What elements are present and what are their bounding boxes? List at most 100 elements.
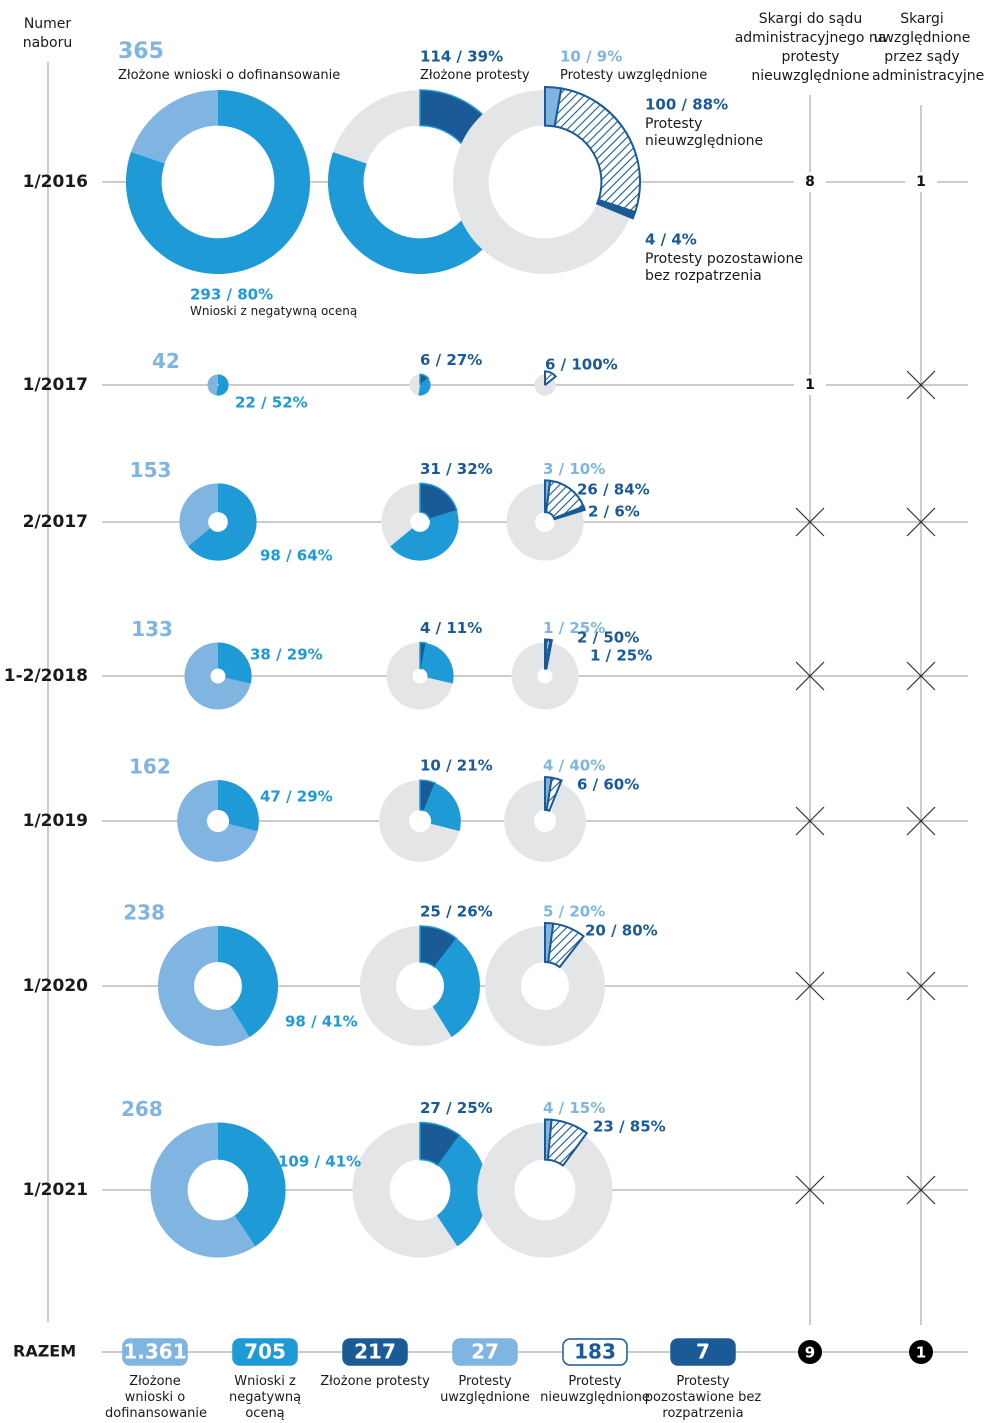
applications-value: 42 bbox=[152, 349, 180, 373]
accepted-label: 4 / 15% bbox=[543, 1099, 605, 1117]
total-box bbox=[342, 1338, 408, 1366]
rejected-label: 23 / 85% bbox=[593, 1118, 666, 1136]
row-label: 1/2017 bbox=[23, 375, 88, 395]
protests-label: 4 / 11% bbox=[420, 619, 482, 637]
row-label: 2/2017 bbox=[23, 512, 88, 532]
total-value: 183 bbox=[574, 1340, 616, 1364]
negative-label: 293 / 80% bbox=[190, 286, 273, 304]
row-label: 1/2019 bbox=[23, 811, 88, 831]
accepted-label: 4 / 40% bbox=[543, 757, 605, 775]
donut-protests bbox=[419, 1121, 462, 1167]
no-data-cross bbox=[795, 971, 825, 1001]
row-label: 1/2021 bbox=[23, 1180, 88, 1200]
no-data-cross bbox=[795, 661, 825, 691]
accepted-label: 10 / 9% bbox=[560, 48, 622, 66]
total-value: 7 bbox=[696, 1340, 710, 1364]
donut-negative bbox=[420, 642, 454, 684]
no-data-cross bbox=[906, 971, 936, 1001]
applications-value: 162 bbox=[129, 755, 171, 779]
row-header: Numer naboru bbox=[22, 16, 73, 51]
value-bg bbox=[905, 172, 937, 192]
protests-label: 10 / 21% bbox=[420, 757, 493, 775]
total-value: 1.361 bbox=[123, 1340, 186, 1364]
row-label: 1/2020 bbox=[23, 976, 89, 996]
negative-label: 98 / 64% bbox=[260, 547, 333, 565]
rejected-label: 6 / 60% bbox=[577, 776, 639, 794]
applications-value: 238 bbox=[123, 901, 165, 925]
donut-total bbox=[504, 780, 586, 862]
no-data-cross bbox=[906, 370, 936, 400]
rejected-label: 20 / 80% bbox=[585, 922, 658, 940]
total-description: Złożone protesty bbox=[320, 1374, 430, 1389]
protests-label: 25 / 26% bbox=[420, 903, 493, 921]
accepted-label: 5 / 20% bbox=[543, 903, 605, 921]
total-box bbox=[232, 1338, 298, 1366]
applications-value: 365 bbox=[118, 39, 164, 64]
rejected-label: 6 / 100% bbox=[545, 356, 618, 374]
protests-label: 31 / 32% bbox=[420, 460, 493, 478]
negative-label: 47 / 29% bbox=[260, 788, 333, 806]
total-description: Wnioski z negatywną oceną bbox=[228, 1374, 302, 1421]
left-label: 2 / 6% bbox=[588, 503, 640, 521]
left-label: 1 / 25% bbox=[590, 647, 652, 665]
donut-total bbox=[484, 926, 606, 1046]
donut-rejected bbox=[546, 1118, 589, 1167]
total-badge bbox=[798, 1340, 822, 1364]
value-bg bbox=[794, 375, 826, 395]
total-description: Protesty pozostawione bez rozpatrzenia bbox=[644, 1374, 762, 1421]
donut-negative bbox=[218, 780, 259, 832]
donut-left bbox=[595, 198, 637, 220]
no-data-cross bbox=[795, 507, 825, 537]
row-label: 1/2016 bbox=[23, 172, 88, 192]
description: Protesty uwzględnione bbox=[560, 68, 708, 83]
left-label: 4 / 4% bbox=[645, 231, 697, 249]
donut-rejected bbox=[545, 776, 563, 813]
upheld-value: 1 bbox=[916, 174, 926, 190]
donut-total bbox=[511, 642, 579, 710]
donut-protests bbox=[419, 373, 430, 386]
total-box bbox=[452, 1338, 518, 1366]
description: Protesty pozostawione bez rozpatrzenia bbox=[645, 251, 803, 284]
donut-left bbox=[544, 638, 554, 670]
no-data-cross bbox=[906, 661, 936, 691]
donut-rejected bbox=[544, 370, 558, 386]
donut-negative bbox=[188, 483, 257, 561]
donut-left bbox=[552, 505, 586, 521]
applications-value: 268 bbox=[121, 1097, 163, 1121]
total-box bbox=[122, 1338, 188, 1366]
donut-total bbox=[477, 1122, 613, 1258]
complaints-value: 1 bbox=[805, 377, 815, 393]
description: Wnioski z negatywną oceną bbox=[190, 304, 358, 318]
protests-label: 27 / 25% bbox=[420, 1099, 493, 1117]
donut-negative bbox=[218, 926, 278, 1038]
value-bg bbox=[794, 172, 826, 192]
donut-protests bbox=[419, 482, 458, 521]
donut-protests bbox=[419, 779, 437, 812]
total-description: Protesty nieuwzględnione bbox=[540, 1374, 650, 1405]
description: Złożone wnioski o dofinansowanie bbox=[118, 68, 341, 83]
donut-negative bbox=[216, 374, 229, 396]
applications-value: 133 bbox=[131, 617, 173, 641]
row-label: 1-2/2018 bbox=[4, 666, 88, 686]
rejected-label: 26 / 84% bbox=[577, 481, 650, 499]
total-badge bbox=[909, 1340, 933, 1364]
negative-label: 98 / 41% bbox=[285, 1013, 358, 1031]
total-value: 27 bbox=[471, 1340, 499, 1364]
rejected-label: 2 / 50% bbox=[577, 629, 639, 647]
applications-value: 153 bbox=[130, 458, 172, 482]
complaints-value: 8 bbox=[805, 174, 815, 190]
accepted-label: 1 / 25% bbox=[543, 619, 605, 637]
total-value: 1 bbox=[916, 1344, 926, 1362]
description: Złożone protesty bbox=[420, 68, 530, 83]
negative-label: 22 / 52% bbox=[235, 394, 308, 412]
donut-negative bbox=[218, 642, 252, 684]
totals-label: RAZEM bbox=[13, 1342, 76, 1361]
total-box bbox=[562, 1338, 628, 1366]
no-data-cross bbox=[795, 1175, 825, 1205]
protests-label: 114 / 39% bbox=[420, 48, 503, 66]
total-description: Złożone wnioski o dofinansowanie bbox=[105, 1374, 208, 1421]
no-data-cross bbox=[906, 806, 936, 836]
column-header: Skargi do sądu administracyjnego na prot… bbox=[734, 11, 887, 84]
